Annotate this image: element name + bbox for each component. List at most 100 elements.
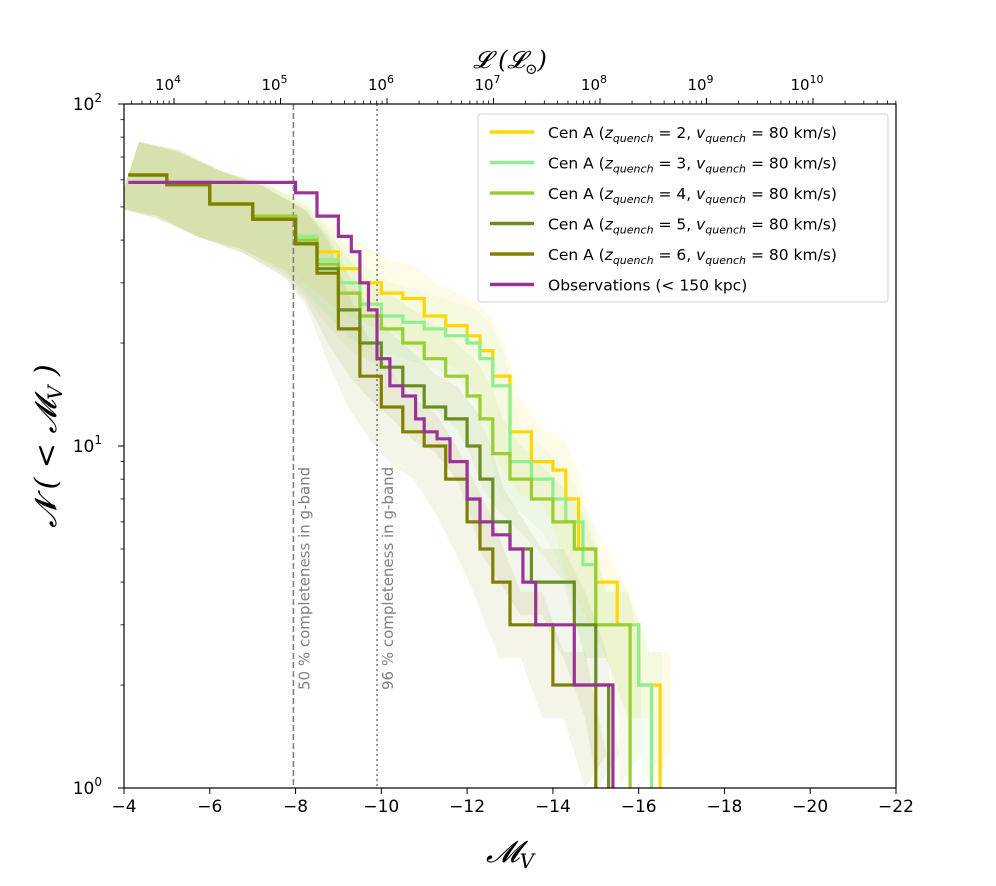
legend-z: z bbox=[604, 216, 614, 234]
top-tick-label: 109 bbox=[687, 73, 713, 94]
top-tick-label: 107 bbox=[474, 73, 500, 94]
x-tick-label: −8 bbox=[283, 797, 308, 817]
legend-z-sub: quench bbox=[613, 193, 654, 206]
legend-v: v bbox=[696, 216, 706, 234]
completeness-label-96: 96 % completeness in g-band bbox=[379, 467, 397, 690]
band-z4 bbox=[124, 141, 641, 788]
legend-v-sub: quench bbox=[705, 254, 746, 267]
text-part: 10 bbox=[790, 76, 809, 94]
legend-v-sub: quench bbox=[705, 163, 746, 176]
y-tick-label: 102 bbox=[73, 91, 102, 115]
band-z2 bbox=[124, 141, 671, 788]
text-part: Cen A ( bbox=[548, 185, 605, 203]
y-tick-exponent: 0 bbox=[94, 775, 102, 789]
legend-v-value: = 80 km/s) bbox=[746, 216, 837, 234]
x-tick-label: −20 bbox=[792, 797, 828, 817]
text-part: 10 bbox=[73, 95, 95, 115]
y-tick-exponent: 1 bbox=[94, 433, 102, 447]
text-part: Cen A ( bbox=[548, 124, 605, 142]
top-tick-exponent: 8 bbox=[600, 73, 607, 86]
legend-z-value: = 4, bbox=[654, 185, 697, 203]
legend-v: v bbox=[696, 155, 706, 173]
text-part: 10 bbox=[73, 437, 95, 457]
legend-z-value: = 2, bbox=[654, 124, 697, 142]
legend-z: z bbox=[604, 155, 614, 173]
text-part: 10 bbox=[73, 779, 95, 799]
y-tick-exponent: 2 bbox=[94, 91, 102, 105]
text-part: 10 bbox=[474, 76, 493, 94]
legend-v: v bbox=[696, 124, 706, 142]
top-tick-exponent: 10 bbox=[810, 73, 824, 86]
x-axis-ticks: −4 −6 −8 −10 −12 −14 −16 −18 −20 −22 bbox=[111, 788, 914, 817]
legend-z-sub: quench bbox=[613, 132, 654, 145]
top-tick-exponent: 6 bbox=[387, 73, 394, 86]
band-z5 bbox=[124, 141, 620, 788]
top-tick-label: 106 bbox=[368, 73, 394, 94]
x-tick-label: −16 bbox=[621, 797, 657, 817]
legend-z: z bbox=[604, 246, 614, 264]
series-line-z4 bbox=[128, 173, 632, 788]
legend-v-sub: quench bbox=[705, 193, 746, 206]
legend-v-sub: quench bbox=[705, 224, 746, 237]
series-line-observations bbox=[128, 180, 615, 788]
x-tick-label: −12 bbox=[449, 797, 485, 817]
text-part: Cen A ( bbox=[548, 216, 605, 234]
scatter-bands bbox=[124, 141, 671, 788]
text-part: 10 bbox=[687, 76, 706, 94]
top-tick-exponent: 9 bbox=[707, 73, 714, 86]
legend-label: Observations (< 150 kpc) bbox=[548, 277, 747, 295]
top-axis-title: 𝓛 (𝓛⊙) bbox=[473, 46, 547, 78]
legend-z-sub: quench bbox=[613, 254, 654, 267]
y-tick-label: 100 bbox=[73, 775, 102, 799]
series-lines bbox=[128, 173, 662, 788]
top-tick-exponent: 7 bbox=[494, 73, 501, 86]
text-part: 𝓝 ( < 𝓜 bbox=[29, 391, 64, 528]
legend-label: Cen A (zquench = 5, vquench = 80 km/s) bbox=[548, 216, 837, 237]
legend-z: z bbox=[604, 185, 614, 203]
legend-label: Cen A (zquench = 2, vquench = 80 km/s) bbox=[548, 124, 837, 145]
legend-v-sub: quench bbox=[705, 132, 746, 145]
legend-z-sub: quench bbox=[613, 224, 654, 237]
top-axis-title-sub: ⊙ bbox=[525, 60, 538, 78]
legend-box bbox=[477, 113, 889, 303]
y-tick-label: 101 bbox=[73, 433, 102, 457]
text-part: 10 bbox=[368, 76, 387, 94]
band-z6 bbox=[124, 141, 607, 788]
series-line-z6 bbox=[128, 173, 598, 788]
legend-v-value: = 80 km/s) bbox=[746, 246, 837, 264]
legend-v: v bbox=[696, 246, 706, 264]
x-tick-label: −6 bbox=[197, 797, 222, 817]
completeness-label-50: 50 % completeness in g-band bbox=[295, 467, 313, 690]
text-part: Cen A ( bbox=[548, 246, 605, 264]
x-tick-label: −14 bbox=[535, 797, 571, 817]
top-tick-label: 105 bbox=[261, 73, 287, 94]
y-axis-title: 𝓝 ( < 𝓜V ) bbox=[29, 364, 67, 528]
band-z3 bbox=[124, 141, 663, 788]
text-part: 10 bbox=[155, 76, 174, 94]
legend-v-value: = 80 km/s) bbox=[746, 155, 837, 173]
text-part: Observations (< 150 kpc) bbox=[548, 277, 747, 295]
top-tick-exponent: 4 bbox=[174, 73, 181, 86]
legend-z: z bbox=[604, 124, 614, 142]
top-axis-title-close: ) bbox=[537, 46, 547, 74]
top-tick-label: 108 bbox=[581, 73, 607, 94]
legend-label: Cen A (zquench = 3, vquench = 80 km/s) bbox=[548, 155, 837, 176]
legend: Cen A (zquench = 2, vquench = 80 km/s)Ce… bbox=[477, 113, 889, 303]
y-axis-title-sub: V bbox=[43, 383, 67, 400]
text-part: Cen A ( bbox=[548, 155, 605, 173]
legend-v: v bbox=[696, 185, 706, 203]
legend-z-value: = 6, bbox=[654, 246, 697, 264]
text-part: 10 bbox=[261, 76, 280, 94]
legend-v-value: = 80 km/s) bbox=[746, 124, 837, 142]
top-tick-exponent: 5 bbox=[281, 73, 288, 86]
axis-titles: 𝓜V𝓝 ( < 𝓜V )𝓛 (𝓛⊙) bbox=[29, 46, 547, 873]
x-tick-label: −10 bbox=[363, 797, 399, 817]
legend-v-value: = 80 km/s) bbox=[746, 185, 837, 203]
x-axis-title-sub: V bbox=[520, 849, 537, 873]
top-tick-label: 104 bbox=[155, 73, 181, 94]
legend-z-value: = 5, bbox=[654, 216, 697, 234]
top-axis-ticks: 104 105 106 107 108 109 1010 bbox=[131, 73, 897, 104]
x-tick-label: −4 bbox=[111, 797, 136, 817]
